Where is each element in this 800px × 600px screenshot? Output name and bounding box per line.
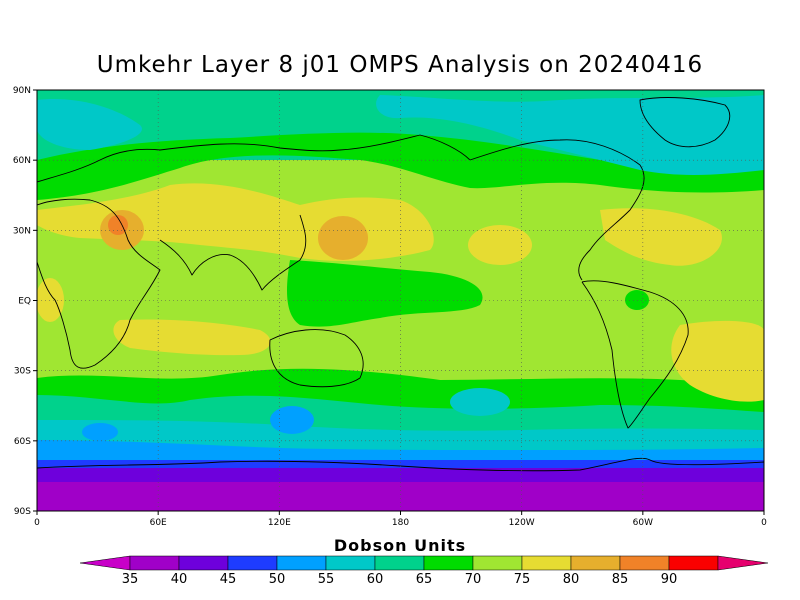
colorbar-labels: 35 40 45 50 55 60 65 70 75 80 85 90 xyxy=(122,572,678,587)
colorbar-segment xyxy=(668,555,719,571)
colorbar-segment xyxy=(423,555,474,571)
orange-north-pacific xyxy=(318,216,368,260)
lon-tick-label: 0 xyxy=(34,518,40,528)
lon-tick-label: 120W xyxy=(509,518,535,528)
coast-india-seasia xyxy=(159,214,307,291)
dark-orange-middle-east xyxy=(108,215,128,235)
colorbar-label: 85 xyxy=(612,572,629,587)
lat-tick-label: 30N xyxy=(13,226,31,236)
colorbar xyxy=(79,555,769,571)
coast-north-america xyxy=(469,139,645,281)
coast-antarctica xyxy=(37,457,764,472)
colorbar-label: 65 xyxy=(416,572,433,587)
green-blob-amazon xyxy=(625,290,649,310)
colorbar-label: 60 xyxy=(367,572,384,587)
colorbar-label: 45 xyxy=(220,572,237,587)
colorbar-label: 70 xyxy=(465,572,482,587)
lon-tick-label: 180 xyxy=(392,518,409,528)
cyan-blob-south-pacific xyxy=(450,388,510,416)
band-violet-south xyxy=(37,468,764,486)
green-tropical-west-pacific xyxy=(287,260,483,327)
longitude-labels: 0 60E 120E 180 120W 60W 0 xyxy=(34,518,767,528)
colorbar-title: Dobson Units xyxy=(333,536,467,555)
coast-south-america xyxy=(581,280,689,429)
lat-tick-label: 90N xyxy=(13,86,31,96)
lat-tick-label: 90S xyxy=(14,507,31,517)
yellow-central-pacific xyxy=(468,225,532,265)
colorbar-under-triangle xyxy=(79,555,131,571)
colorbar-segment xyxy=(129,555,180,571)
lat-tick-label: 30S xyxy=(14,367,31,377)
coast-europe-asia xyxy=(37,134,471,183)
lon-tick-label: 0 xyxy=(761,518,767,528)
gridlines xyxy=(33,89,765,515)
colorbar-segment xyxy=(374,555,425,571)
band-cyan-arctic xyxy=(376,95,764,175)
colorbar-label: 90 xyxy=(661,572,678,587)
coast-australia xyxy=(269,329,364,388)
lat-tick-label: 60N xyxy=(13,156,31,166)
colorbar-label: 75 xyxy=(514,572,531,587)
coastlines xyxy=(37,97,764,472)
colorbar-segment xyxy=(178,555,229,571)
latitude-labels: 90N 60N 30N EQ 30S 60S 90S xyxy=(13,86,31,517)
coast-africa xyxy=(37,198,161,369)
colorbar-segment xyxy=(227,555,278,571)
sky-blob-sw-indian xyxy=(82,423,118,441)
lon-tick-label: 60E xyxy=(150,518,167,528)
lon-tick-label: 60W xyxy=(633,518,653,528)
yellow-atlantic-north xyxy=(600,208,722,266)
yellow-west-africa xyxy=(37,278,64,322)
lon-tick-label: 120E xyxy=(268,518,291,528)
colorbar-over-triangle xyxy=(717,555,769,571)
band-cyan-nw xyxy=(37,99,142,150)
coast-greenland xyxy=(639,97,731,148)
map-frame xyxy=(36,89,765,512)
colorbar-segment xyxy=(619,555,670,571)
colorbar-segment xyxy=(570,555,621,571)
colorbar-segment xyxy=(276,555,327,571)
map-title: Umkehr Layer 8 j01 OMPS Analysis on 2024… xyxy=(96,52,704,78)
sky-blob-south-aus xyxy=(270,406,314,434)
lat-tick-label: 60S xyxy=(14,437,31,447)
ozone-field xyxy=(37,90,764,511)
yellow-south-atlantic xyxy=(671,320,764,402)
colorbar-segment xyxy=(521,555,572,571)
colorbar-label: 50 xyxy=(269,572,286,587)
yellow-south-indian xyxy=(113,319,271,356)
colorbar-segment xyxy=(325,555,376,571)
colorbar-label: 55 xyxy=(318,572,335,587)
colorbar-label: 40 xyxy=(171,572,188,587)
colorbar-label: 80 xyxy=(563,572,580,587)
colorbar-segment xyxy=(472,555,523,571)
lat-tick-label: EQ xyxy=(18,297,31,307)
colorbar-label: 35 xyxy=(122,572,139,587)
